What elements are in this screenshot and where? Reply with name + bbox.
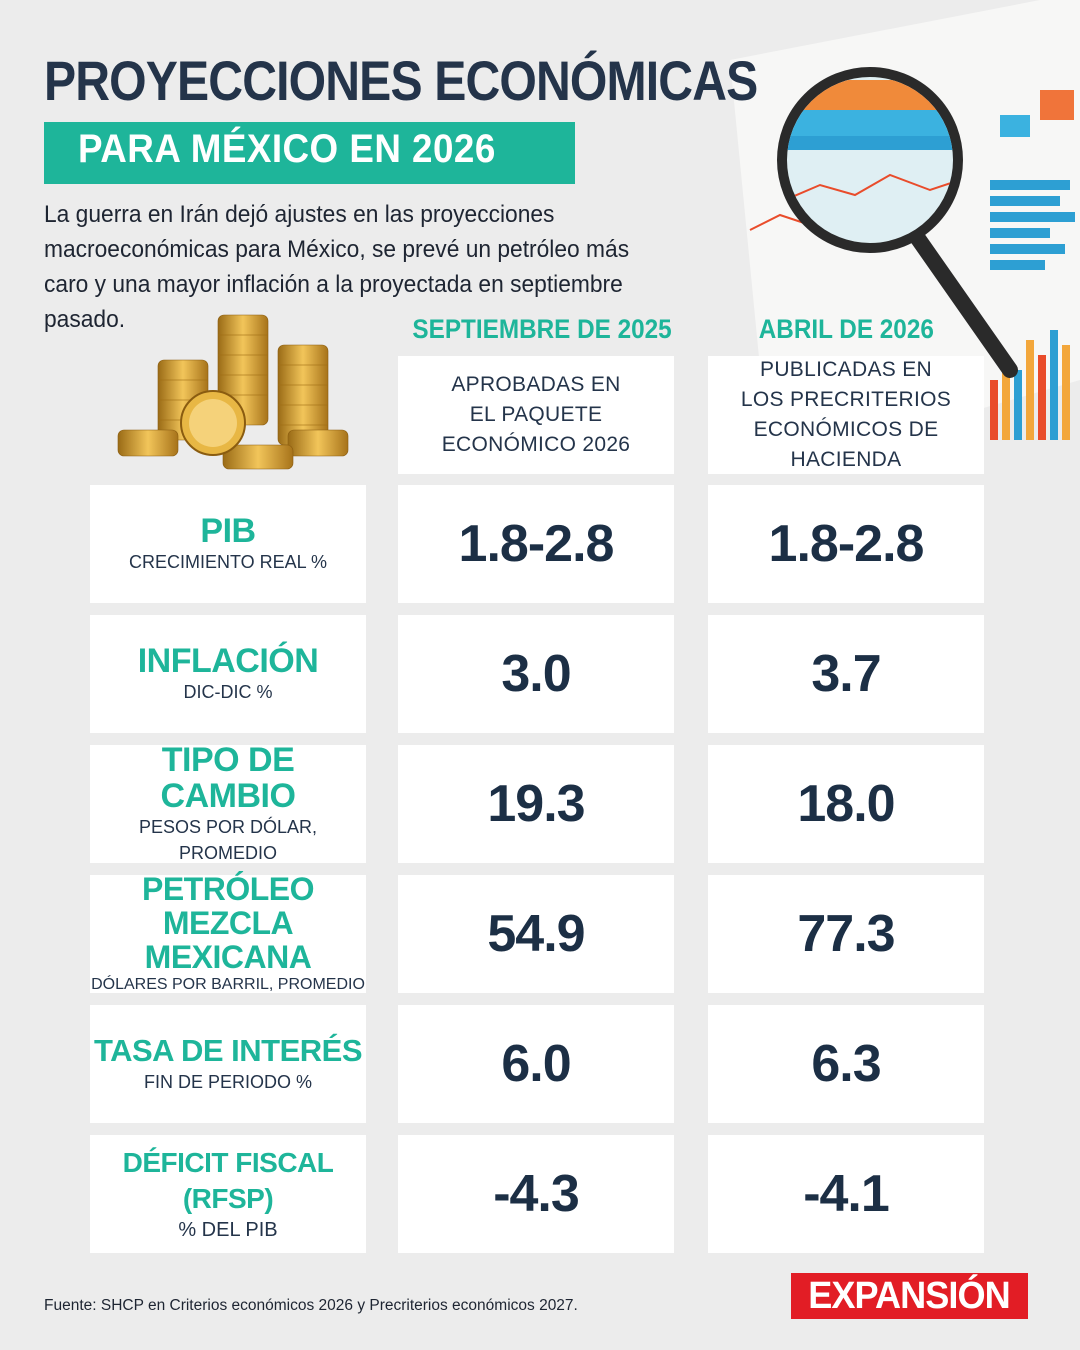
value-text: 6.0	[501, 1035, 571, 1093]
value-text: 1.8-2.8	[458, 515, 615, 573]
row-label-tasa-de-interes: TASA DE INTERÉS FIN DE PERIODO %	[90, 1005, 366, 1123]
column-desc-sep2025: APROBADAS EN EL PAQUETE ECONÓMICO 2026	[398, 356, 674, 474]
indicator-name: TASA DE INTERÉS	[93, 1033, 363, 1068]
page-subtitle: PARA MÉXICO EN 2026	[78, 127, 496, 171]
indicator-unit: FIN DE PERIODO %	[143, 1072, 313, 1092]
indicator-name: DÉFICIT FISCAL (RFSP)	[122, 1147, 334, 1214]
indicator-unit: PESOS POR DÓLAR, PROMEDIO	[138, 817, 318, 863]
value-text: 18.0	[797, 775, 895, 833]
value-text: 77.3	[797, 905, 895, 963]
expansion-logo: EXPANSIÓN	[791, 1273, 1028, 1319]
value-deficit-fiscal-sep2025: -4.3	[398, 1135, 674, 1253]
column-heading-abr2026: ABRIL DE 2026	[758, 314, 934, 344]
indicator-name: TIPO DE CAMBIO	[160, 741, 296, 815]
indicator-unit: CRECIMIENTO REAL %	[128, 552, 328, 572]
indicator-name: PIB	[200, 512, 256, 550]
value-text: 3.0	[501, 645, 571, 703]
value-text: 54.9	[487, 905, 585, 963]
row-label-inflacion: INFLACIÓN DIC-DIC %	[90, 615, 366, 733]
indicator-name: PETRÓLEO MEZCLA MEXICANA	[141, 871, 315, 975]
desc-line: ECONÓMICO 2026	[441, 433, 631, 456]
column-heading-sep2025: SEPTIEMBRE DE 2025	[412, 314, 672, 344]
value-text: 1.8-2.8	[768, 515, 925, 573]
value-text: -4.1	[803, 1165, 890, 1223]
desc-line: APROBADAS EN	[451, 373, 621, 396]
value-petroleo-sep2025: 54.9	[398, 875, 674, 993]
indicator-unit: DIC-DIC %	[183, 682, 273, 702]
value-tipo-de-cambio-sep2025: 19.3	[398, 745, 674, 863]
value-text: 3.7	[811, 645, 881, 703]
value-inflacion-sep2025: 3.0	[398, 615, 674, 733]
row-label-pib: PIB CRECIMIENTO REAL %	[90, 485, 366, 603]
value-text: 6.3	[811, 1035, 881, 1093]
row-label-deficit-fiscal: DÉFICIT FISCAL (RFSP) % DEL PIB	[90, 1135, 366, 1253]
subtitle-banner	[44, 122, 575, 184]
gold-coins-illustration	[117, 314, 349, 470]
value-deficit-fiscal-abr2026: -4.1	[708, 1135, 984, 1253]
value-tasa-de-interes-abr2026: 6.3	[708, 1005, 984, 1123]
indicator-unit: DÓLARES POR BARRIL, PROMEDIO	[91, 976, 365, 993]
indicator-name: INFLACIÓN	[137, 642, 319, 680]
column-desc-abr2026: PUBLICADAS EN LOS PRECRITERIOS ECONÓMICO…	[708, 356, 984, 474]
value-petroleo-abr2026: 77.3	[708, 875, 984, 993]
value-tipo-de-cambio-abr2026: 18.0	[708, 745, 984, 863]
value-tasa-de-interes-sep2025: 6.0	[398, 1005, 674, 1123]
value-pib-sep2025: 1.8-2.8	[398, 485, 674, 603]
desc-line: PUBLICADAS EN	[760, 358, 932, 381]
row-label-tipo-de-cambio: TIPO DE CAMBIO PESOS POR DÓLAR, PROMEDIO	[90, 741, 366, 863]
indicator-unit: % DEL PIB	[178, 1219, 278, 1241]
charts-magnifier-illustration	[730, 0, 1080, 470]
desc-line: LOS PRECRITERIOS	[740, 388, 952, 411]
value-text: -4.3	[493, 1165, 580, 1223]
value-text: 19.3	[487, 775, 585, 833]
value-inflacion-abr2026: 3.7	[708, 615, 984, 733]
intro-paragraph: La guerra en Irán dejó ajustes en las pr…	[44, 201, 630, 333]
desc-line: EL PAQUETE	[469, 403, 603, 426]
page-title: PROYECCIONES ECONÓMICAS	[44, 49, 758, 112]
desc-line: ECONÓMICOS DE HACIENDA	[753, 418, 939, 471]
source-note: Fuente: SHCP en Criterios económicos 202…	[44, 1297, 578, 1314]
value-pib-abr2026: 1.8-2.8	[708, 485, 984, 603]
row-label-petroleo: PETRÓLEO MEZCLA MEXICANA DÓLARES POR BAR…	[90, 871, 366, 993]
